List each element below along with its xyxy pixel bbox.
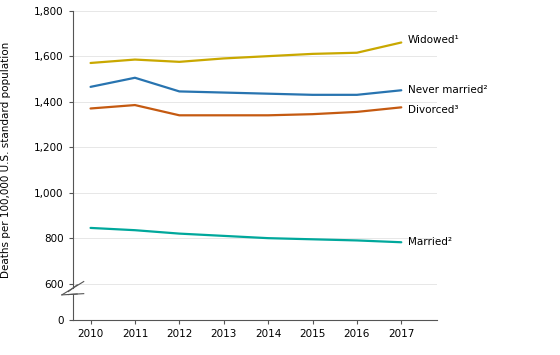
Text: Divorced³: Divorced³: [408, 105, 459, 115]
Text: Deaths per 100,000 U.S. standard population: Deaths per 100,000 U.S. standard populat…: [1, 42, 11, 278]
Text: Widowed¹: Widowed¹: [408, 35, 460, 45]
Text: Never married²: Never married²: [408, 85, 487, 95]
Text: Married²: Married²: [408, 237, 452, 247]
